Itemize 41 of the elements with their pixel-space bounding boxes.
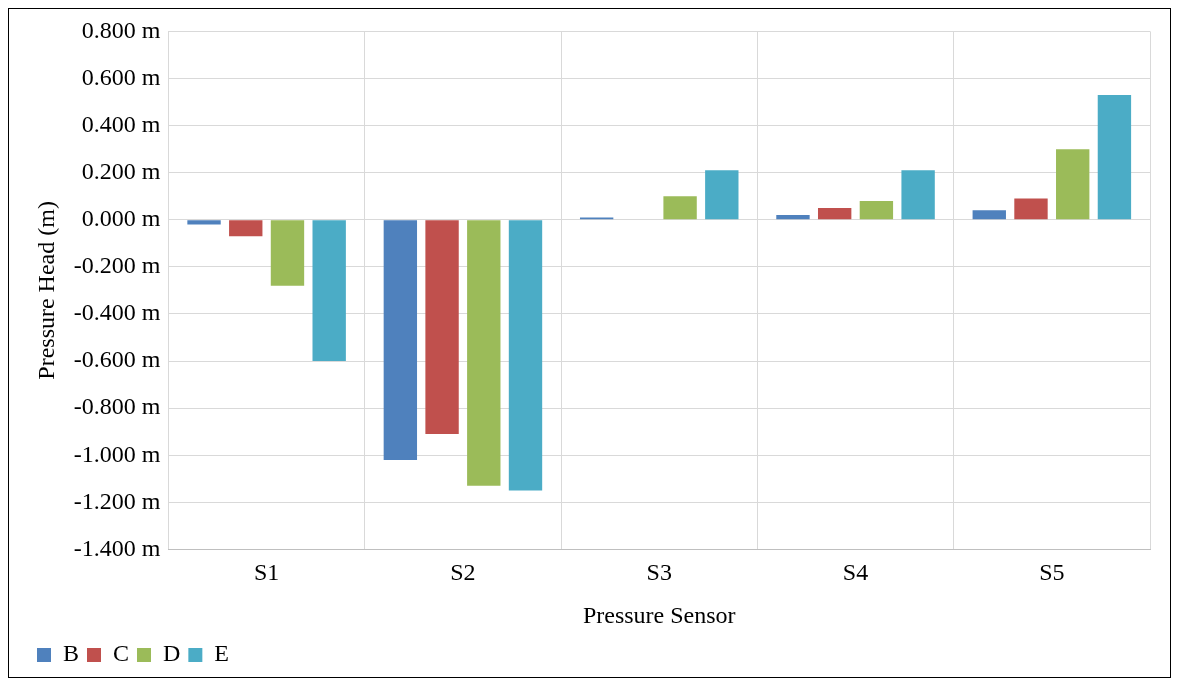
x-tick-label: S4 — [842, 559, 869, 586]
bar — [1056, 149, 1090, 220]
bar — [383, 220, 418, 460]
bar — [776, 215, 810, 220]
x-axis-title: Pressure Sensor — [582, 601, 736, 628]
bar — [972, 210, 1006, 220]
bar — [817, 207, 852, 220]
bar — [425, 220, 459, 435]
y-tick-label: -1.200 m — [73, 487, 161, 514]
bar — [467, 220, 501, 486]
bar — [705, 170, 739, 220]
y-tick-label: -0.200 m — [73, 252, 161, 279]
x-tick-label: S5 — [1039, 559, 1065, 586]
legend-label: D — [163, 640, 181, 667]
x-tick-label: S1 — [253, 559, 280, 586]
legend-label: E — [214, 640, 230, 667]
y-axis-title: Pressure Head (m) — [32, 201, 59, 380]
x-tick-label: S3 — [646, 559, 672, 586]
bar — [901, 170, 935, 220]
bar — [187, 220, 221, 225]
y-tick-label: -0.600 m — [73, 346, 161, 373]
legend-label: C — [113, 640, 130, 667]
bar — [663, 196, 697, 220]
y-tick-label: 0.400 m — [81, 110, 161, 137]
bar — [859, 200, 894, 220]
y-tick-label: -0.400 m — [73, 299, 161, 326]
y-tick-label: 0.600 m — [81, 63, 161, 90]
y-tick-label: 0.200 m — [81, 157, 161, 184]
y-tick-label: -1.400 m — [73, 534, 161, 561]
legend-label: B — [63, 640, 80, 667]
y-tick-label: 0.800 m — [81, 16, 161, 43]
bar — [270, 220, 305, 286]
bar — [1097, 94, 1132, 220]
bar — [229, 220, 263, 237]
y-tick-label: -1.000 m — [73, 440, 161, 467]
y-tick-label: -0.800 m — [73, 393, 161, 420]
bar — [312, 220, 346, 362]
bar — [508, 220, 543, 491]
x-tick-label: S2 — [450, 559, 476, 586]
y-tick-label: 0.000 m — [81, 205, 161, 232]
bar — [1014, 198, 1048, 220]
